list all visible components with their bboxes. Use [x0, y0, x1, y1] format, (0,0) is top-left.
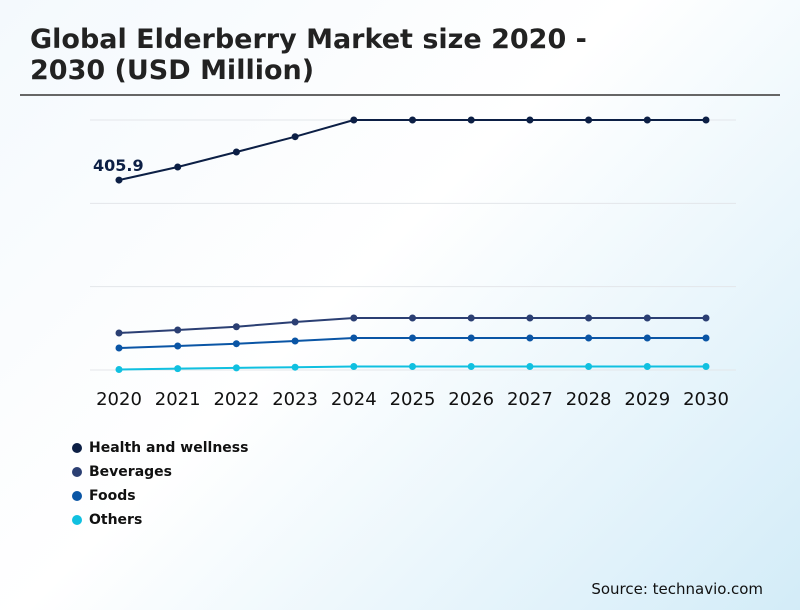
- data-point: [409, 362, 416, 370]
- legend-label: Health and wellness: [89, 440, 249, 456]
- legend-item: Foods: [72, 484, 248, 508]
- x-tick-label: 2026: [448, 389, 494, 410]
- data-point: [291, 133, 299, 141]
- x-tick-label: 2021: [155, 389, 201, 410]
- data-point: [350, 362, 358, 370]
- data-point: [232, 364, 240, 372]
- line-chart: 2020 2021 2022 2023 2024 2025 2026 2027 2028 2029…: [90, 116, 736, 410]
- x-tick-label: 2028: [566, 389, 612, 410]
- data-point: [643, 334, 651, 342]
- data-point: [115, 344, 123, 352]
- data-point: [350, 314, 358, 322]
- data-point: [232, 148, 240, 156]
- data-point: [174, 326, 182, 334]
- chart-title: Global Elderberry Market size 2020 - 203…: [30, 24, 587, 86]
- data-point: [174, 365, 182, 373]
- x-tick-label: 2022: [213, 389, 259, 410]
- source-text: Source: technavio.com: [591, 580, 763, 598]
- data-point: [291, 363, 299, 371]
- x-tick-label: 2030: [683, 389, 729, 410]
- data-point: [585, 116, 593, 124]
- title-divider: [20, 94, 780, 96]
- data-point: [585, 314, 593, 322]
- x-tick-label: 2023: [272, 389, 318, 410]
- data-point: [409, 334, 416, 342]
- data-point: [702, 116, 710, 124]
- legend-marker: [72, 515, 82, 525]
- legend-label: Beverages: [89, 464, 172, 480]
- legend-item: Beverages: [72, 460, 248, 484]
- data-point: [115, 329, 123, 337]
- legend-marker: [72, 491, 82, 501]
- legend-label: Foods: [89, 488, 136, 504]
- data-point: [232, 323, 240, 331]
- data-point: [643, 116, 651, 124]
- data-label: 405.9: [93, 156, 144, 175]
- data-point: [115, 176, 123, 184]
- data-point: [350, 334, 358, 342]
- data-point: [643, 314, 651, 322]
- data-point: [526, 314, 534, 322]
- data-point: [467, 116, 475, 124]
- data-point: [409, 314, 416, 322]
- data-point: [526, 334, 534, 342]
- legend-marker: [72, 443, 82, 453]
- x-tick-label: 2027: [507, 389, 553, 410]
- data-point: [467, 314, 475, 322]
- data-point: [702, 334, 710, 342]
- x-tick-label: 2020: [96, 389, 142, 410]
- data-point: [526, 116, 534, 124]
- data-point: [291, 318, 299, 326]
- data-point: [585, 362, 593, 370]
- legend: Health and wellness Beverages Foods Others: [72, 436, 248, 532]
- x-tick-label: 2029: [624, 389, 670, 410]
- data-point: [409, 116, 416, 124]
- data-point: [702, 314, 710, 322]
- legend-item: Others: [72, 508, 248, 532]
- data-point: [526, 362, 534, 370]
- data-point: [291, 337, 299, 345]
- data-point: [467, 334, 475, 342]
- data-point: [174, 342, 182, 350]
- legend-item: Health and wellness: [72, 436, 248, 460]
- data-point: [702, 362, 710, 370]
- data-point: [232, 340, 240, 348]
- x-tick-label: 2025: [390, 389, 436, 410]
- series-line: [118, 119, 706, 182]
- data-point: [643, 362, 651, 370]
- data-point: [115, 366, 123, 374]
- x-tick-label: 2024: [331, 389, 377, 410]
- data-point: [467, 362, 475, 370]
- legend-marker: [72, 467, 82, 477]
- data-point: [174, 163, 182, 171]
- data-point: [585, 334, 593, 342]
- data-point: [350, 116, 358, 124]
- legend-label: Others: [89, 512, 143, 528]
